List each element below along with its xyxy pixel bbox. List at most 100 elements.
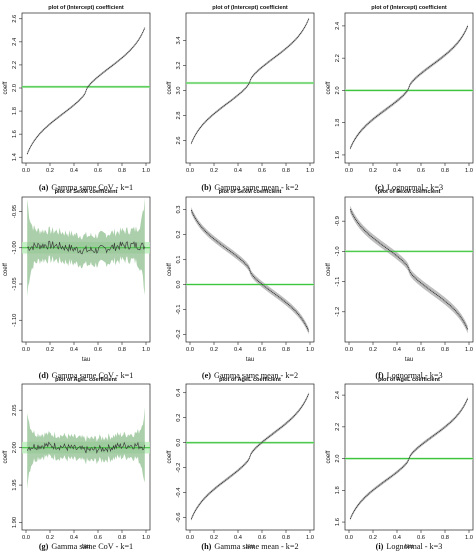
panel-title: plot of SexM coefficient bbox=[378, 189, 441, 195]
y-axis-label: coeff bbox=[3, 263, 9, 276]
x-axis-label: tau bbox=[246, 544, 254, 550]
x-tick-label: 0.6 bbox=[258, 535, 266, 541]
plot-area bbox=[22, 407, 150, 489]
panel-i: plot of AgeL coefficient 0.0 0.2 0.4 0.6 0.8 1… bbox=[326, 377, 474, 551]
x-tick-label: 0.2 bbox=[210, 347, 218, 353]
caption-label: (i) bbox=[376, 542, 384, 551]
y-tick-label: 3.4 bbox=[176, 36, 182, 45]
panel-c: plot of (Intercept) coefficient 0.0 0.2 0.4… bbox=[326, 5, 474, 192]
y-axis-label: coeff bbox=[3, 450, 9, 463]
plot-frame bbox=[344, 12, 474, 164]
subfigure-caption: (a) Gamma same CoV - k=1 bbox=[39, 183, 133, 192]
x-tick-label: 0.0 bbox=[345, 347, 353, 353]
caption-text: Lognormal - k=3 bbox=[387, 183, 443, 192]
x-tick-label: 0.0 bbox=[186, 535, 194, 541]
panel-title: plot of (Intercept) coefficient bbox=[48, 5, 124, 11]
plot-area bbox=[22, 198, 150, 297]
caption-text: Gamma same CoV - k=1 bbox=[51, 183, 133, 192]
x-tick-label: 0.8 bbox=[441, 168, 449, 174]
y-tick-label: -1.1 bbox=[335, 277, 341, 287]
x-tick-label: 0.6 bbox=[417, 535, 425, 541]
x-tick-label: 0.0 bbox=[186, 347, 194, 353]
x-tick-label: 0.4 bbox=[393, 347, 402, 353]
plot-area bbox=[186, 207, 314, 335]
x-tick-label: 0.6 bbox=[94, 347, 102, 353]
x-axis-label: tau bbox=[405, 357, 413, 363]
x-tick-label: 0.8 bbox=[118, 347, 126, 353]
y-tick-label: -0.6 bbox=[176, 513, 182, 523]
y-tick-label: -1.0 bbox=[335, 246, 341, 256]
x-tick-label: 0.2 bbox=[46, 535, 54, 541]
panel-title: plot of AgeL coefficient bbox=[378, 377, 440, 383]
caption-text: Gamma same mean - k=2 bbox=[214, 183, 298, 192]
plot-frame bbox=[344, 196, 474, 343]
x-tick-label: 0.6 bbox=[417, 168, 425, 174]
subfigure-caption: (e) Gamma same mean - k=2 bbox=[202, 371, 298, 380]
plot-area bbox=[186, 17, 314, 145]
x-tick-label: 1.0 bbox=[142, 168, 150, 174]
y-tick-label: 1.4 bbox=[12, 152, 18, 161]
y-tick-label: -0.9 bbox=[335, 216, 341, 226]
y-tick-label: 3.2 bbox=[176, 61, 182, 69]
subfigure-caption: (b) Gamma same mean - k=2 bbox=[201, 183, 298, 192]
y-tick-label: -0.2 bbox=[176, 463, 182, 473]
plot-frame bbox=[21, 383, 151, 531]
plot-area bbox=[345, 24, 473, 151]
y-tick-label: 2.00 bbox=[12, 442, 18, 453]
y-tick-label: 3.0 bbox=[176, 86, 182, 94]
confidence-band bbox=[350, 24, 468, 151]
estimate-line bbox=[349, 25, 469, 149]
estimate-line bbox=[190, 393, 310, 520]
plot-frame bbox=[185, 383, 315, 531]
panel-title: plot of (Intercept) coefficient bbox=[212, 5, 288, 11]
y-tick-label: -0.2 bbox=[176, 330, 182, 340]
x-tick-label: 0.4 bbox=[234, 535, 243, 541]
y-tick-label: 2.4 bbox=[335, 390, 341, 399]
estimate-line bbox=[349, 208, 469, 331]
subfigure-caption: (f) Lognormal - k=3 bbox=[375, 371, 442, 380]
caption-label: (g) bbox=[39, 542, 49, 551]
x-tick-label: 0.2 bbox=[369, 535, 377, 541]
x-tick-label: 0.0 bbox=[22, 535, 30, 541]
x-tick-label: 0.8 bbox=[282, 535, 290, 541]
y-axis-label: coeff bbox=[326, 81, 332, 94]
x-tick-label: 0.6 bbox=[417, 347, 425, 353]
y-tick-label: -0.4 bbox=[176, 487, 182, 498]
x-tick-label: 0.0 bbox=[22, 347, 30, 353]
x-axis-label: tau bbox=[82, 357, 90, 363]
caption-label: (b) bbox=[201, 183, 211, 192]
x-axis-label: tau bbox=[82, 544, 90, 550]
y-tick-label: -1.05 bbox=[12, 277, 18, 290]
x-tick-label: 1.0 bbox=[306, 168, 314, 174]
caption-text: Lognormal - k=3 bbox=[386, 542, 442, 551]
panel-d: plot of SexM coefficient 0.0 0.2 0.4 0.6 0.8 1… bbox=[3, 189, 151, 380]
y-tick-label: 1.6 bbox=[12, 130, 18, 138]
panel-title: plot of SexM coefficient bbox=[55, 189, 118, 195]
y-tick-label: 0.3 bbox=[176, 205, 182, 213]
y-axis-label: coeff bbox=[167, 263, 173, 276]
x-axis-label: tau bbox=[405, 544, 413, 550]
caption-text: Gamma same CoV - k=1 bbox=[51, 542, 133, 551]
estimate-line bbox=[26, 441, 146, 454]
plot-frame bbox=[185, 12, 315, 164]
y-tick-label: 0.2 bbox=[176, 230, 182, 238]
subfigure-caption: (g) Gamma same CoV - k=1 bbox=[39, 542, 133, 551]
y-axis-label: coeff bbox=[167, 450, 173, 463]
y-axis-label: coeff bbox=[326, 263, 332, 276]
y-tick-label: 1.8 bbox=[12, 107, 18, 115]
subfigure-caption: (c) Lognormal - k=3 bbox=[375, 183, 443, 192]
y-tick-label: 1.8 bbox=[335, 119, 341, 127]
y-axis-label: coeff bbox=[326, 450, 332, 463]
y-tick-label: -0.1 bbox=[176, 305, 182, 315]
y-tick-label: 2.8 bbox=[176, 111, 182, 119]
y-tick-label: 1.6 bbox=[335, 151, 341, 159]
y-tick-label: 0.1 bbox=[176, 255, 182, 263]
x-tick-label: 1.0 bbox=[306, 347, 314, 353]
y-tick-label: -0.95 bbox=[12, 205, 18, 218]
x-tick-label: 0.8 bbox=[441, 535, 449, 541]
x-axis-label: tau bbox=[246, 357, 254, 363]
x-tick-label: 0.4 bbox=[70, 347, 79, 353]
x-tick-label: 0.0 bbox=[22, 168, 30, 174]
x-tick-label: 0.2 bbox=[369, 347, 377, 353]
